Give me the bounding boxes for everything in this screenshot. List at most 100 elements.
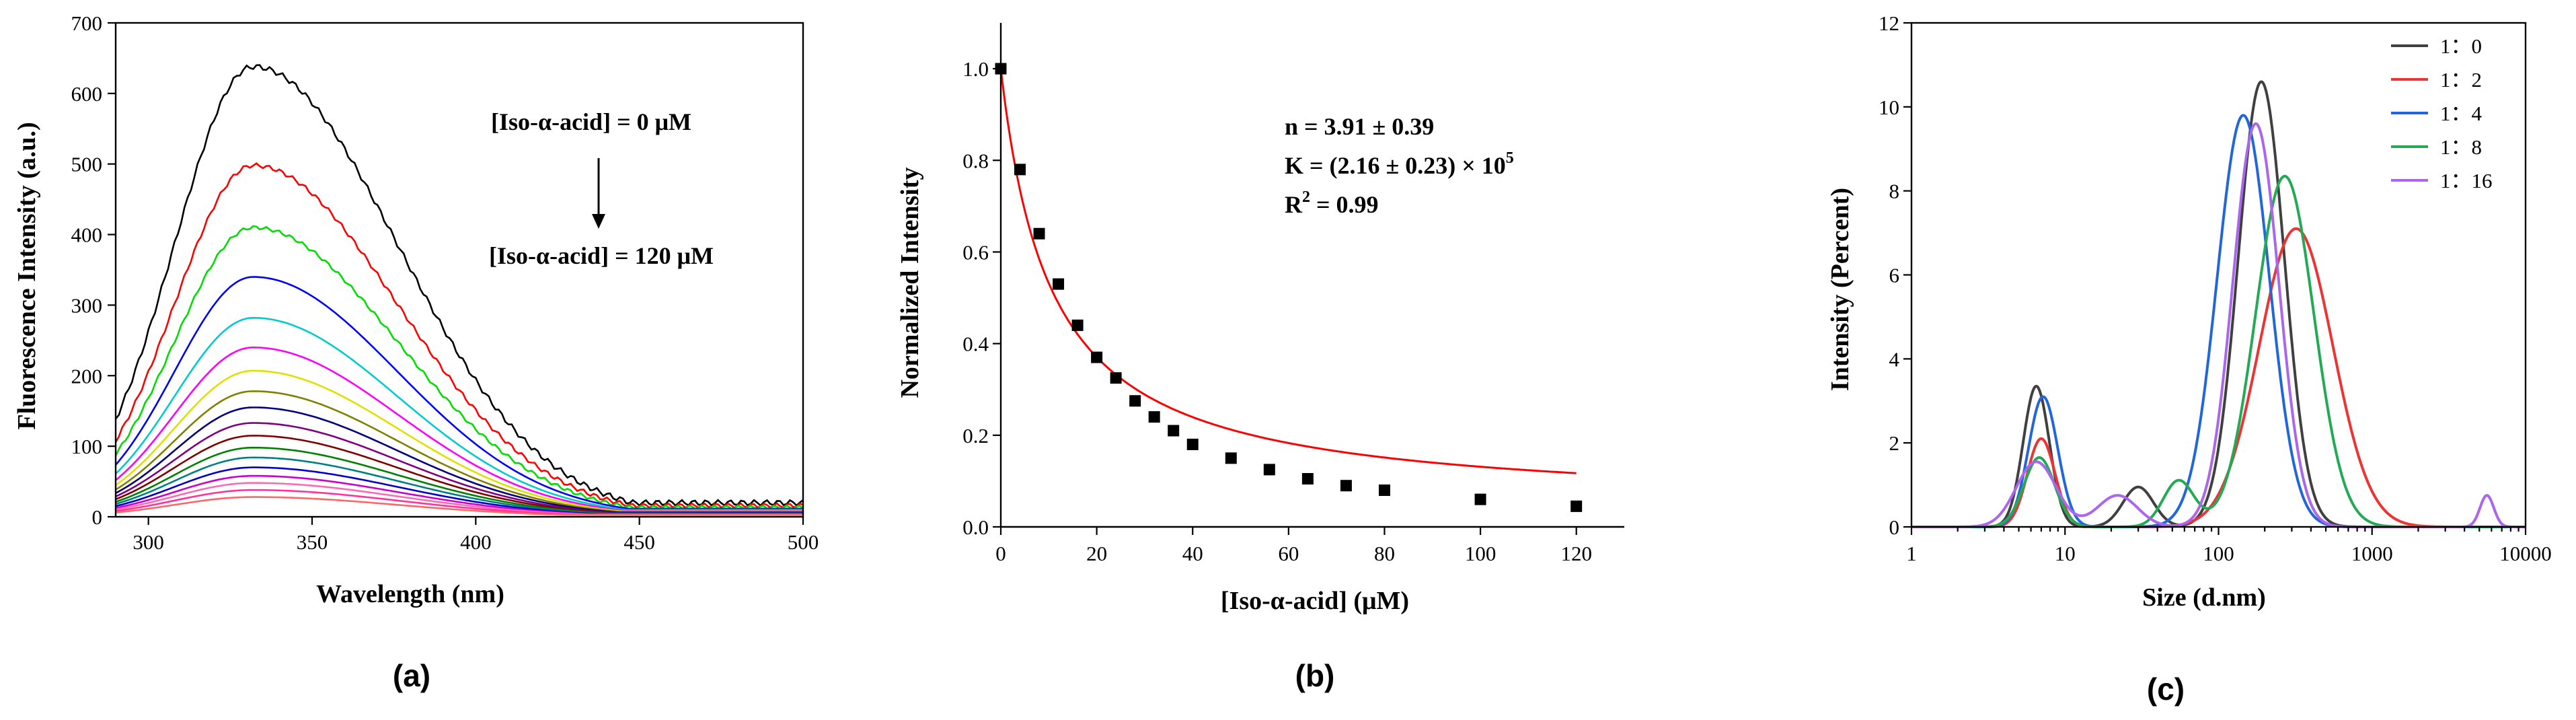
- panel-b-x-tick-label: 40: [1182, 542, 1203, 565]
- panel-a-y-axis-title: Fluorescence Intensity (a.u.): [13, 122, 41, 429]
- panel-a-y-tick-label: 600: [71, 82, 103, 106]
- panel-a-series-line-7: [115, 369, 803, 513]
- panel-b-x-tick-label: 120: [1560, 542, 1592, 565]
- panel-b-x-tick-label: 100: [1465, 542, 1497, 565]
- panel-b-y-tick-label: 0.6: [962, 240, 989, 264]
- panel-a-x-axis-title: Wavelength (nm): [316, 580, 504, 608]
- panel-a-annotation-end: [Iso-α-acid] = 120 μM: [489, 242, 714, 269]
- panel-c-axes: 1 10 100 1000 10000 0 2 4 6 8 10 12: [1879, 11, 2552, 565]
- panel-b-data-point-4: [1053, 278, 1065, 290]
- panel-b-x-tick-label: 20: [1086, 542, 1107, 565]
- panel-a-series-line-3: [114, 225, 804, 511]
- panel-a-y-tick-label: 100: [71, 435, 103, 458]
- panel-a-frame: [114, 22, 804, 518]
- panel-c-x-axis-title: Size (d.nm): [2142, 583, 2266, 612]
- panel-a-x-tick-label: 450: [623, 530, 655, 554]
- panel-c-x-tick-label: 10000: [2499, 542, 2552, 565]
- panel-c-y-tick-label: 12: [1879, 11, 1899, 35]
- panel-b-data-point-15: [1340, 480, 1352, 492]
- panel-a-x-tick-label: 300: [132, 530, 164, 554]
- panel-b-data-point-14: [1301, 473, 1314, 485]
- panel-a-y-tick-label: 300: [71, 293, 103, 317]
- panel-c-series-line-1: [1911, 80, 2526, 528]
- panel-a-y-tick-label: 700: [71, 11, 103, 35]
- panel-c-y-tick-label: 4: [1889, 347, 1900, 371]
- panel-a-annotation-start: [Iso-α-acid] = 0 μM: [491, 108, 691, 135]
- panel-c-legend-label-2: 1：2: [2440, 68, 2482, 92]
- panel-a-y-tick-label: 0: [92, 505, 103, 529]
- panel-c-chart: 1 10 100 1000 10000 0 2 4 6 8 10 12 Size (d.nm) Int…: [1826, 11, 2552, 707]
- panel-c-series-line-4: [1911, 174, 2526, 528]
- panel-a-y-tick-label: 400: [71, 223, 103, 247]
- panel-c-plot-area: [1911, 80, 2526, 528]
- panel-c-y-tick-label: 6: [1889, 264, 1900, 287]
- panel-b-y-tick-label: 0.2: [962, 424, 989, 447]
- panel-a-plot-area: [114, 64, 804, 516]
- panel-b-y-axis-title: Normalized Intensity: [896, 167, 924, 398]
- panel-a-series-line-12: [115, 446, 803, 515]
- panel-b-fit-annotation: n = 3.91 ± 0.39 K = (2.16 ± 0.23) × 105 …: [1285, 113, 1514, 218]
- panel-b-annotation-k-base: K = (2.16 ± 0.23) × 10: [1285, 152, 1506, 179]
- panel-b-data-point-16: [1378, 484, 1390, 497]
- panel-a-y-tick-label: 500: [71, 153, 103, 176]
- panel-b-data-point-7: [1110, 372, 1122, 384]
- panel-b-y-tick-label: 0.8: [962, 149, 989, 172]
- panel-b-annotation-n: n = 3.91 ± 0.39: [1285, 113, 1434, 140]
- panel-b-data-point-8: [1129, 395, 1141, 407]
- panel-b-chart: 0 20 40 60 80 100 120 0.0 0.2 0.4 0.6 0.8 1.0 [Iso-α…: [896, 23, 1624, 693]
- panel-b-x-tick-label: 80: [1374, 542, 1395, 565]
- panel-b-y-tick-label: 1.0: [962, 57, 989, 81]
- panel-b-y-tick-label: 0.0: [962, 515, 989, 539]
- panel-b-data-point-5: [1071, 319, 1084, 331]
- panel-a-chart: 300 350 400 450 500 0 100 200 300 400 500 600 700 Wa…: [13, 11, 819, 693]
- panel-b-data-point-2: [1014, 164, 1026, 176]
- panel-a-series-line-9: [115, 406, 803, 513]
- panel-b-annotation-r-base: R: [1285, 191, 1303, 218]
- panel-c-x-tick-label: 1: [1906, 542, 1917, 565]
- panel-c-legend-label-5: 1：16: [2440, 169, 2493, 192]
- panel-b-annotation-k: K = (2.16 ± 0.23) × 105: [1285, 149, 1514, 179]
- panel-b-x-tick-label: 0: [995, 542, 1006, 565]
- panel-b-data-point-6: [1091, 351, 1103, 363]
- panel-b-x-tick-label: 60: [1278, 542, 1299, 565]
- panel-a-series-line-4: [115, 276, 803, 510]
- panel-a-series-line-5: [115, 316, 803, 511]
- panel-a-x-tick-label: 350: [297, 530, 328, 554]
- panel-c-y-tick-label: 0: [1889, 515, 1900, 539]
- panel-a-x-tick-label: 400: [460, 530, 492, 554]
- panel-b-data-point-9: [1148, 411, 1160, 423]
- panel-c-legend-label-1: 1：0: [2440, 34, 2482, 58]
- panel-b-data-point-13: [1263, 464, 1275, 476]
- panel-c-legend-label-3: 1：4: [2440, 102, 2483, 125]
- panel-a-series-line-8: [115, 390, 803, 513]
- panel-b-annotation-r-value: = 0.99: [1310, 191, 1379, 218]
- panel-b-annotation-r2: R2 = 0.99: [1285, 188, 1379, 218]
- panel-b-annotation-r-exponent: 2: [1302, 188, 1310, 206]
- panel-a-series-line-1: [114, 64, 804, 507]
- panel-c-series-line-3: [1911, 114, 2526, 528]
- panel-b-label: (b): [1295, 658, 1335, 693]
- panel-c-x-tick-label: 1000: [2351, 542, 2393, 565]
- panel-b-data-point-10: [1168, 425, 1180, 437]
- panel-b-annotation-k-exponent: 5: [1506, 149, 1514, 167]
- panel-c-x-tick-label: 10: [2055, 542, 2076, 565]
- panel-b-data-point-18: [1570, 500, 1583, 512]
- panel-b-x-axis-title: [Iso-α-acid] (μM): [1221, 587, 1409, 615]
- panel-b-axes: 0 20 40 60 80 100 120 0.0 0.2 0.4 0.6 0.8 1.0: [962, 23, 1624, 565]
- panel-b-plot-area: [995, 63, 1583, 512]
- panel-b-data-point-3: [1033, 227, 1045, 240]
- panel-c-y-axis-title: Intensity (Percent): [1826, 188, 1854, 391]
- panel-c-label: (c): [2147, 672, 2185, 707]
- panel-a-label: (a): [393, 658, 430, 693]
- panel-c-legend: 1：0 1：2 1：4 1：8 1：16: [2391, 34, 2493, 192]
- panel-a-arrow-head: [592, 214, 605, 229]
- panel-c-y-tick-label: 8: [1889, 180, 1900, 203]
- panel-c-series-line-5: [1911, 122, 2526, 528]
- panel-a-x-tick-label: 500: [788, 530, 819, 554]
- panel-a-y-tick-label: 200: [71, 364, 103, 388]
- panel-a-series-line-18: [115, 496, 803, 516]
- panel-c-y-tick-label: 10: [1879, 96, 1899, 119]
- panel-c-y-tick-label: 2: [1889, 431, 1900, 455]
- panel-a-axes: 300 350 400 450 500 0 100 200 300 400 500 600 700: [71, 11, 819, 554]
